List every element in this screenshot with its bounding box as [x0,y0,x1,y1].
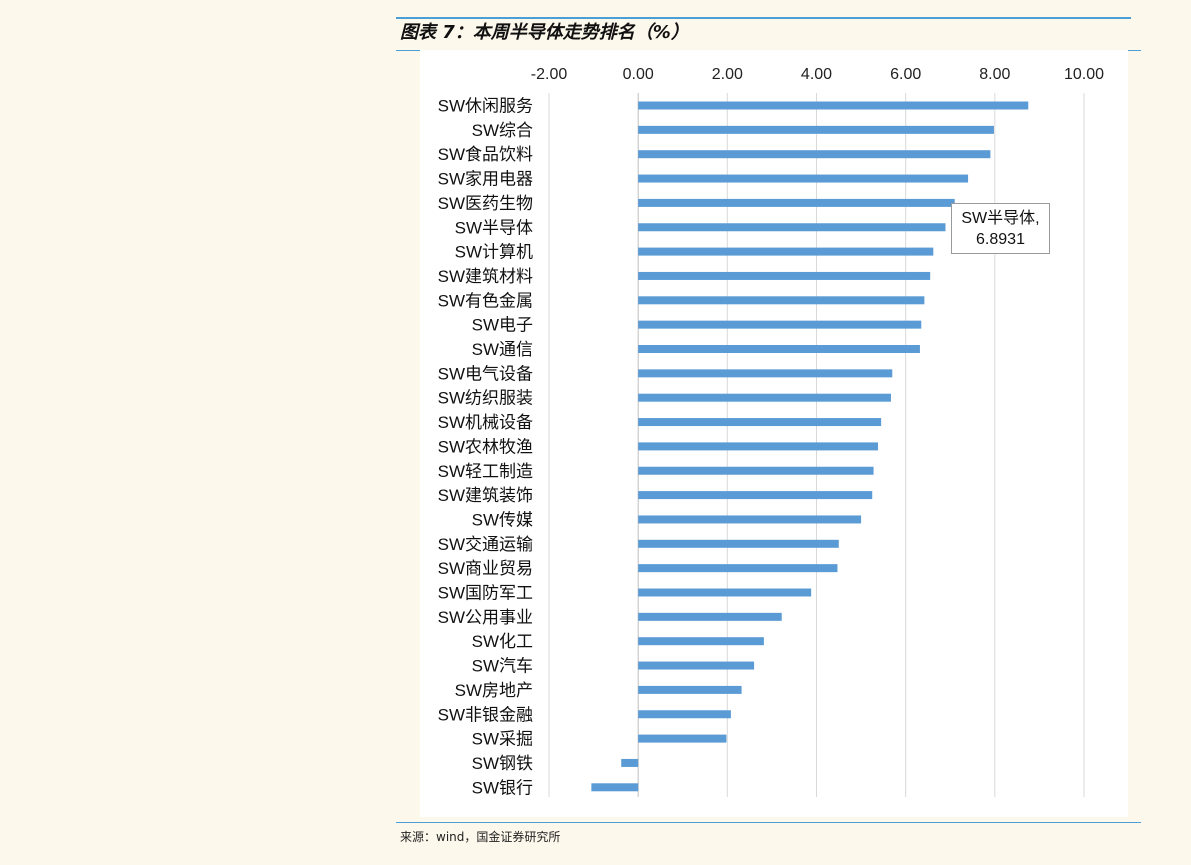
bar [638,588,812,597]
bar [621,758,639,767]
bar [591,783,639,792]
category-label: SW电气设备 [438,364,533,383]
bar [638,393,891,402]
bar [638,320,922,329]
bar [638,612,782,621]
category-label: SW有色金属 [438,291,533,310]
bar [638,223,946,232]
bar [638,710,731,719]
bar [638,296,925,305]
category-label: SW农林牧渔 [438,437,533,456]
top-rule [396,17,1131,19]
bar [638,198,955,207]
bar [638,661,755,670]
x-tick-label: 4.00 [801,66,832,83]
bar [638,442,879,451]
bar [638,271,931,280]
bar [638,418,882,427]
bar [638,491,873,500]
category-label: SW房地产 [455,681,533,700]
bar [638,369,893,378]
category-label: SW综合 [472,121,533,140]
x-tick-label: 8.00 [979,66,1010,83]
category-label: SW家用电器 [438,170,533,189]
bar [638,150,991,159]
x-tick-label: 2.00 [712,66,743,83]
figure-title: 图表 7：本周半导体走势排名（%） [400,22,689,43]
category-label: SW建筑材料 [438,267,533,286]
tooltip-series-label: SW半导体, [961,210,1040,227]
category-label: SW轻工制造 [438,462,533,481]
tooltip-value: 6.8931 [976,231,1025,248]
category-label: SW采掘 [472,730,533,749]
bar [638,174,969,183]
category-label: SW交通运输 [438,535,533,554]
category-label: SW公用事业 [438,608,533,627]
category-label: SW银行 [472,778,533,797]
data-tooltip: SW半导体, 6.8931 [951,203,1050,254]
category-label: SW休闲服务 [438,97,533,116]
category-label: SW纺织服装 [438,389,533,408]
x-tick-label: -2.00 [531,66,568,83]
category-label: SW机械设备 [438,413,533,432]
category-label: SW通信 [472,340,533,359]
category-label: SW半导体 [455,218,533,237]
x-tick-label: 10.00 [1064,66,1104,83]
category-label: SW化工 [472,632,533,651]
category-label: SW医药生物 [438,194,533,213]
category-label: SW商业贸易 [438,559,533,578]
bar [638,637,764,646]
x-tick-label: 6.00 [890,66,921,83]
category-label: SW建筑装饰 [438,486,533,505]
category-label: SW传媒 [472,510,533,529]
category-label: SW汽车 [472,657,533,676]
bar [638,101,1029,110]
bar [638,125,994,134]
category-label: SW钢铁 [472,754,533,773]
source-note: 来源：wind，国金证券研究所 [400,830,561,844]
category-label: SW计算机 [455,243,533,262]
category-label: SW食品饮料 [438,145,533,164]
bar [638,515,862,524]
bottom-rule [396,822,1141,823]
bar [638,734,727,743]
category-label: SW国防军工 [438,584,533,603]
category-label: SW电子 [472,316,533,335]
x-tick-label: 0.00 [623,66,654,83]
category-label: SW非银金融 [438,705,533,724]
bar [638,564,838,573]
bar [638,539,839,548]
bar [638,247,934,256]
bar [638,685,742,694]
bar [638,466,874,475]
bar [638,345,920,353]
